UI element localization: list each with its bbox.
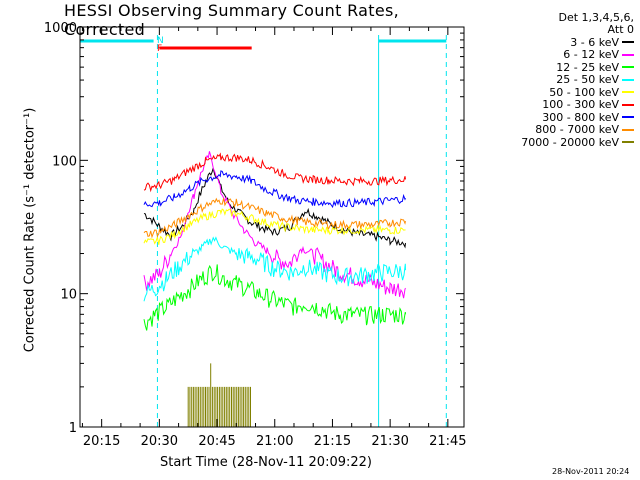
x-tick-label: 21:45 bbox=[429, 434, 466, 449]
y-axis-label: Corrected Count Rate (s⁻¹ detector⁻¹) bbox=[22, 107, 38, 353]
flag-n-label: N bbox=[157, 36, 164, 46]
legend-entry-label: 800 - 7000 keV bbox=[535, 123, 619, 137]
legend: Det 1,3,4,5,6, Att 0 3 - 6 keV 6 - 12 keV… bbox=[484, 12, 634, 149]
series-3 bbox=[143, 236, 406, 302]
legend-swatch bbox=[622, 103, 634, 106]
legend-swatch bbox=[622, 91, 634, 94]
legend-entry-label: 300 - 800 keV bbox=[542, 110, 619, 124]
legend-swatch bbox=[622, 141, 634, 144]
legend-entry: 100 - 300 keV bbox=[484, 98, 634, 112]
legend-swatch bbox=[622, 66, 634, 69]
series-5 bbox=[143, 152, 406, 193]
plot-frame bbox=[79, 26, 465, 428]
y-tick-label: 10 bbox=[60, 288, 77, 303]
legend-swatch bbox=[622, 41, 634, 44]
chart-title: HESSI Observing Summary Count Rates, Cor… bbox=[64, 1, 399, 39]
legend-entry: 300 - 800 keV bbox=[484, 111, 634, 124]
legend-entries: 3 - 6 keV 6 - 12 keV 12 - 25 keV 25 - 50 ke… bbox=[484, 36, 634, 149]
legend-entry: 50 - 100 keV bbox=[484, 86, 634, 99]
legend-entry-label: 6 - 12 keV bbox=[563, 48, 619, 62]
y-tick-label: 100 bbox=[52, 154, 77, 169]
series-1 bbox=[143, 151, 406, 299]
plot-area-decor: NF bbox=[80, 35, 447, 427]
series-6 bbox=[143, 170, 406, 209]
x-tick-label: 20:30 bbox=[141, 434, 178, 449]
legend-entry: 3 - 6 keV bbox=[484, 36, 634, 49]
legend-swatch bbox=[622, 78, 634, 81]
legend-entry-label: 3 - 6 keV bbox=[570, 35, 619, 49]
data-series-group bbox=[143, 151, 406, 427]
y-tick-label: 1 bbox=[69, 421, 77, 436]
legend-swatch bbox=[622, 128, 634, 131]
series-8 bbox=[187, 363, 251, 427]
series-0 bbox=[143, 167, 406, 249]
legend-entry: 25 - 50 keV bbox=[484, 73, 634, 87]
x-axis-label: Start Time (28-Nov-11 20:09:22) bbox=[160, 455, 372, 470]
legend-entry-label: 50 - 100 keV bbox=[549, 85, 619, 99]
series-4 bbox=[143, 208, 406, 245]
legend-entry-label: 7000 - 20000 keV bbox=[521, 135, 619, 149]
legend-entry: 6 - 12 keV bbox=[484, 48, 634, 62]
x-tick-label: 20:45 bbox=[198, 434, 235, 449]
y-tick-label: 1000 bbox=[44, 21, 77, 36]
legend-entry-label: 12 - 25 keV bbox=[556, 60, 619, 74]
x-tick-label: 21:30 bbox=[371, 434, 408, 449]
tick-labels-group: 1 10 100 1000 20:15 20:30 20:45 21:00 21:15 21:30… bbox=[44, 21, 467, 449]
x-tick-label: 21:00 bbox=[256, 434, 293, 449]
legend-entry: 800 - 7000 keV bbox=[484, 123, 634, 137]
flag-f-label: F bbox=[157, 44, 162, 54]
legend-swatch bbox=[622, 116, 634, 119]
legend-entry-label: 25 - 50 keV bbox=[556, 73, 619, 87]
timestamp-footer: 28-Nov-2011 20:24 bbox=[552, 467, 630, 476]
legend-swatch bbox=[622, 53, 634, 56]
legend-detectors: Det 1,3,4,5,6, bbox=[558, 11, 634, 24]
axes-group bbox=[79, 26, 465, 428]
legend-entry: 12 - 25 keV bbox=[484, 61, 634, 74]
x-tick-label: 21:15 bbox=[314, 434, 351, 449]
legend-entry-label: 100 - 300 keV bbox=[542, 98, 619, 112]
x-tick-label: 20:15 bbox=[83, 434, 120, 449]
legend-attenuator: Att 0 bbox=[607, 23, 634, 36]
legend-entry: 7000 - 20000 keV bbox=[484, 136, 634, 149]
series-2 bbox=[143, 264, 406, 331]
series-7 bbox=[143, 197, 406, 239]
